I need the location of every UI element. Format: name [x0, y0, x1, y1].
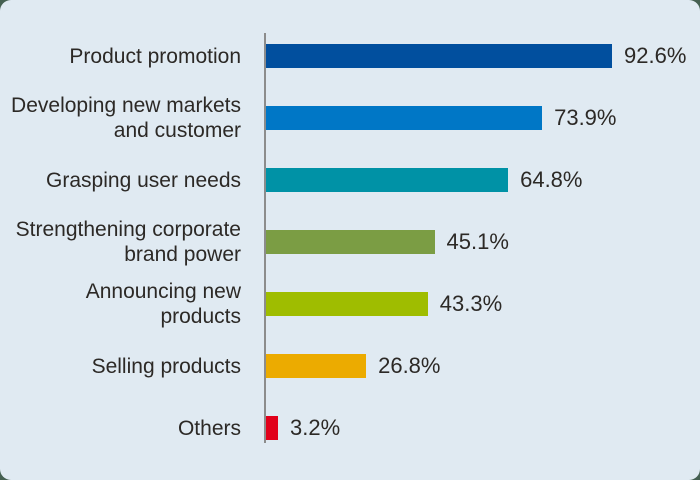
category-label: Developing new markets and customer [11, 94, 241, 142]
category-label: Others [177, 416, 241, 440]
value-label: 45.1% [446, 229, 509, 254]
value-label: 73.9% [554, 105, 617, 130]
bar-area: 3.2% [266, 415, 340, 441]
bar [266, 168, 509, 192]
bar [266, 230, 435, 254]
bar-area: 43.3% [266, 291, 502, 317]
chart-row: Announcing new products 43.3% [0, 273, 700, 335]
chart-rows: Product promotion 92.6% Developing new m… [0, 25, 700, 459]
chart-row: Product promotion 92.6% [0, 25, 700, 87]
bar [266, 106, 543, 130]
bar-area: 73.9% [266, 105, 616, 131]
bar [266, 292, 428, 316]
bar-area: 45.1% [266, 229, 509, 255]
bar [266, 354, 367, 378]
value-label: 64.8% [520, 167, 583, 192]
category-label: Grasping user needs [46, 168, 241, 192]
chart-row: Others 3.2% [0, 397, 700, 459]
value-label: 92.6% [624, 43, 687, 68]
bar [266, 416, 278, 440]
bar-area: 26.8% [266, 353, 440, 379]
category-label: Strengthening corporate brand power [15, 218, 241, 266]
y-axis-line [264, 33, 266, 443]
bar-area: 92.6% [266, 43, 686, 69]
chart-row: Developing new markets and customer 73.9… [0, 87, 700, 149]
value-label: 26.8% [378, 353, 441, 378]
value-label: 43.3% [439, 291, 503, 316]
chart-row: Grasping user needs 64.8% [0, 149, 700, 211]
bar-area: 64.8% [266, 167, 582, 193]
category-label: Selling products [91, 354, 241, 378]
category-label: Product promotion [69, 44, 241, 68]
chart-row: Strengthening corporate brand power 45.1… [0, 211, 700, 273]
value-label: 3.2% [290, 415, 341, 440]
bar [266, 44, 612, 68]
category-label: Announcing new products [85, 280, 241, 328]
chart-row: Selling products 26.8% [0, 335, 700, 397]
